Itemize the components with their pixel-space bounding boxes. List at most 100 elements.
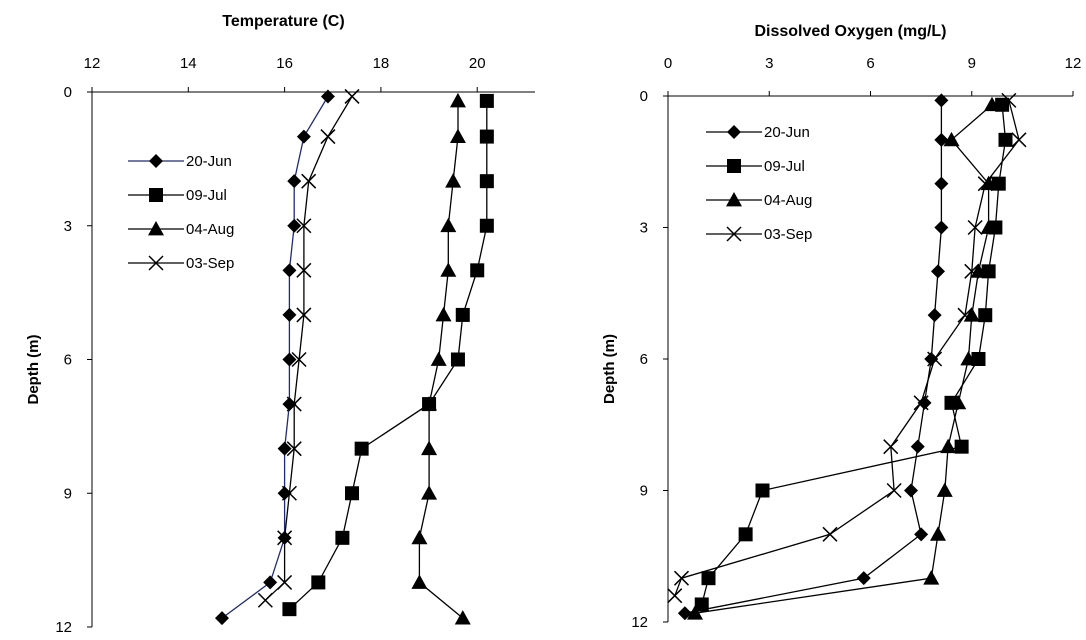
data-point [927,308,942,323]
legend-label: 03-Sep [764,226,812,243]
data-point [940,438,957,454]
y-tick-label: 6 [64,352,72,369]
data-point [286,396,302,412]
x-tick-label: 16 [276,55,293,72]
legend-marker [148,221,164,236]
x-tick-label: 12 [1065,55,1082,72]
data-point [296,218,312,234]
data-point [440,262,457,277]
series-square [282,93,494,617]
data-point [738,527,753,542]
data-point [913,395,929,411]
data-point [354,441,369,456]
legend-label: 20-Jun [186,153,232,170]
data-point [934,176,949,191]
data-point [455,307,470,322]
data-point [984,96,1000,112]
data-point [296,129,311,144]
data-point [411,529,428,545]
data-point [991,176,1006,191]
data-point [282,307,297,322]
legend-marker [726,226,742,242]
data-point [924,352,939,366]
data-point [296,307,312,323]
data-point [411,574,428,589]
data-point [421,396,438,411]
data-point [934,132,949,147]
data-point [282,263,297,278]
data-point [694,597,709,612]
data-point [950,394,967,410]
data-point [917,395,932,410]
data-point [995,97,1010,112]
data-point [440,217,457,233]
data-point [936,482,953,497]
data-point [320,89,335,104]
legend-entry: 09-Jul [706,158,805,175]
data-point [277,530,293,546]
data-point [886,482,902,499]
series-x [667,92,1027,604]
data-point [980,219,997,234]
data-point [904,483,918,498]
legend-marker [727,159,741,173]
x-tick-label: 14 [180,55,197,72]
data-point [435,306,452,322]
data-point [673,570,690,586]
data-point [927,351,943,367]
data-point [257,592,273,608]
data-point [677,606,692,621]
data-point [856,571,871,586]
data-point [320,129,336,145]
data-point [421,440,438,456]
x-tick-label: 9 [968,55,976,72]
series-diamond [215,89,335,626]
data-point [335,530,350,545]
y-tick-label: 12 [631,614,648,631]
legend-entry: 20-Jun [128,153,232,170]
data-point [943,131,960,147]
data-point [954,439,969,454]
data-point [449,128,466,143]
data-point [998,132,1013,147]
series-triangle [411,92,471,625]
data-point [287,174,302,189]
series-line [264,96,353,601]
legend-marker [148,255,164,271]
legend-label: 04-Aug [764,192,812,209]
legend-label: 09-Jul [186,187,227,204]
y-axis-label: Depth (m) [25,335,42,405]
data-point [479,93,494,108]
data-point [479,129,494,144]
data-point [977,176,993,192]
data-point [822,526,838,542]
data-point [981,264,996,279]
data-point [930,526,946,541]
legend-marker [726,192,742,207]
data-point [910,439,925,454]
x-tick-label: 18 [373,55,390,72]
legend-entry: 04-Aug [706,192,812,209]
data-point [479,218,494,233]
x-tick-label: 6 [866,55,874,72]
legend-label: 04-Aug [186,221,234,238]
y-tick-label: 3 [64,218,72,235]
chart-title: Dissolved Oxygen (mg/L) [754,23,946,40]
data-point [296,262,312,278]
data-point [291,351,307,368]
legend-entry: 03-Sep [128,255,234,272]
data-point [755,483,770,498]
x-tick-label: 12 [84,55,101,72]
data-point [263,575,278,590]
data-point [287,218,302,233]
data-point [277,441,292,456]
data-point [450,352,465,367]
legend-label: 20-Jun [764,124,810,141]
series-square [694,97,1013,612]
y-tick-label: 3 [640,220,648,237]
legend-marker [149,188,163,202]
data-point [421,485,438,500]
x-tick-label: 3 [765,55,773,72]
legend-entry: 20-Jun [706,124,810,141]
